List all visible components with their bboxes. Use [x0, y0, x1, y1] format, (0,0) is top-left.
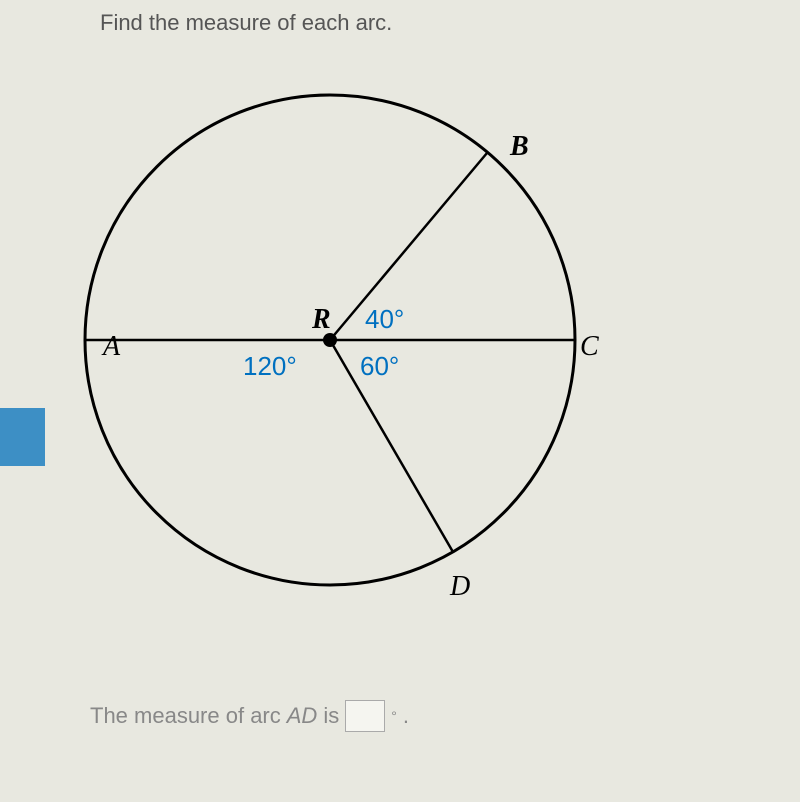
- answer-middle: is: [323, 703, 339, 729]
- label-d: D: [449, 571, 470, 602]
- answer-prefix: The measure of arc: [90, 703, 281, 729]
- header-text: Find the measure of each arc.: [100, 10, 392, 36]
- center-dot: [323, 333, 337, 347]
- diagram-svg: A B C D R 40° 60° 120°: [50, 50, 610, 610]
- line-rb: [330, 153, 487, 340]
- answer-input[interactable]: [345, 700, 385, 732]
- angle-60: 60°: [360, 351, 399, 381]
- degree-symbol: °: [391, 708, 397, 724]
- angle-120: 120°: [243, 351, 297, 381]
- circle-diagram: A B C D R 40° 60° 120°: [50, 50, 610, 610]
- label-a: A: [101, 331, 121, 362]
- answer-row: The measure of arc AD is ° .: [90, 700, 409, 732]
- label-r: R: [311, 304, 331, 335]
- angle-40: 40°: [365, 304, 404, 334]
- answer-arc-name: AD: [287, 703, 318, 729]
- answer-suffix: .: [403, 703, 409, 729]
- blue-side-tab: [0, 408, 45, 466]
- label-b: B: [509, 131, 529, 162]
- label-c: C: [580, 331, 599, 362]
